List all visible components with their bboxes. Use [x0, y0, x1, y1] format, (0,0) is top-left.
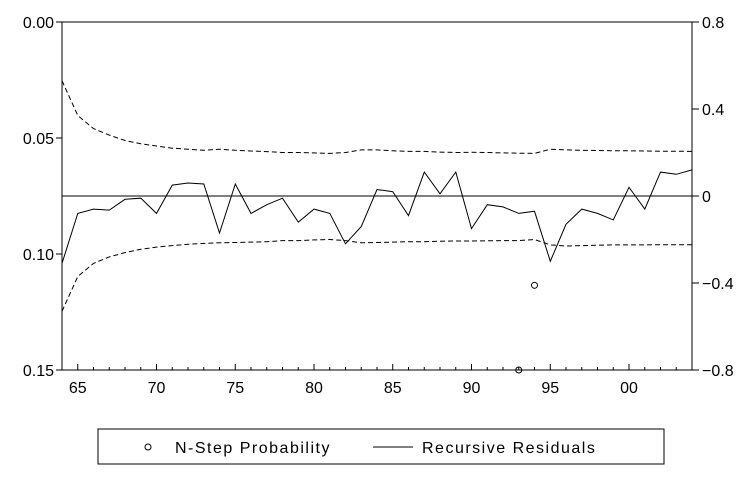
- x-tick-label: 95: [541, 380, 559, 397]
- x-tick-label: 85: [384, 380, 402, 397]
- legend-label-recursive-residuals: Recursive Residuals: [422, 440, 596, 457]
- x-tick-label: 80: [305, 380, 323, 397]
- legend: N-Step Probability Recursive Residuals: [97, 428, 665, 465]
- x-tick-label: 90: [463, 380, 481, 397]
- left-y-tick-label: 0.10: [23, 247, 54, 264]
- right-y-tick-label: 0.4: [702, 102, 724, 119]
- left-y-tick-label: 0.15: [23, 363, 54, 380]
- left-y-tick-label: 0.05: [23, 131, 54, 148]
- x-tick-label: 70: [148, 380, 166, 397]
- upper-confidence-band: [61, 80, 693, 154]
- x-tick-label: 75: [226, 380, 244, 397]
- right-y-tick-label: −0.8: [702, 363, 734, 380]
- legend-circle-icon: [144, 443, 152, 451]
- x-tick-label: 65: [69, 380, 87, 397]
- recursive-residuals-series: [61, 169, 693, 264]
- right-y-tick-label: −0.4: [702, 276, 734, 293]
- right-y-tick-label: 0.8: [702, 15, 724, 32]
- right-y-tick-label: 0: [702, 189, 711, 206]
- confidence-bands: [61, 80, 693, 312]
- left-y-tick-label: 0.00: [23, 15, 54, 32]
- x-tick-label: 00: [620, 380, 638, 397]
- n-step-probability-point: [531, 281, 538, 289]
- recursive-residuals-line: [61, 169, 693, 264]
- lower-confidence-band: [61, 238, 692, 312]
- legend-label-n-step-probability: N-Step Probability: [175, 440, 331, 457]
- axes: 65 70 75 80 85 90 95 00 0.00 0.05 0.10 0.15 0.8 0.4 0 −…: [23, 15, 734, 397]
